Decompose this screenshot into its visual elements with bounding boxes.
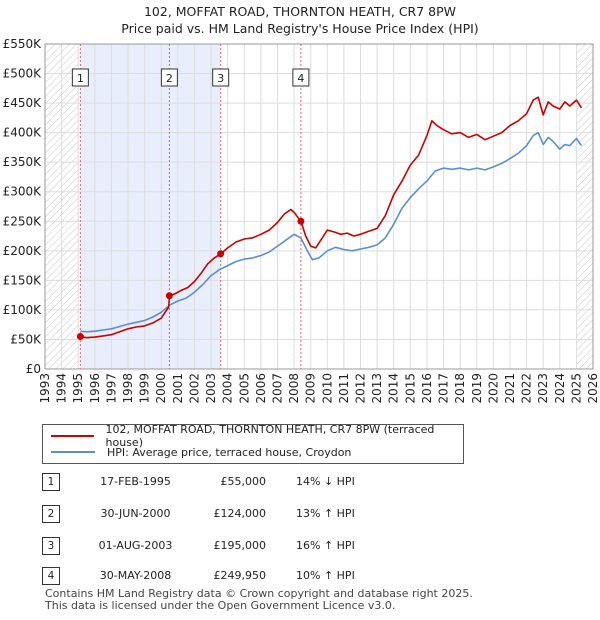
chart-subtitle: Price paid vs. HM Land Registry's House … — [121, 21, 479, 36]
x-tick-label: 2021 — [503, 373, 517, 404]
sale-hpi-diff: 10% ↑ HPI — [296, 569, 355, 582]
x-tick-label: 2018 — [453, 373, 467, 404]
legend-entry-price: 102, MOFFAT ROAD, THORNTON HEATH, CR7 8P… — [51, 423, 463, 449]
y-tick-label: £550K — [3, 37, 43, 51]
x-tick-label: 2009 — [304, 373, 318, 404]
sale-price: £249,950 — [213, 569, 267, 582]
sale-date: 30-JUN-2000 — [100, 507, 171, 520]
sale-date: 30-MAY-2008 — [99, 569, 172, 582]
y-tick-label: £250K — [3, 214, 43, 228]
chart-legend: 102, MOFFAT ROAD, THORNTON HEATH, CR7 8P… — [42, 423, 464, 464]
sale-point — [217, 250, 225, 258]
legend-swatch-price — [51, 435, 94, 437]
sale-badge-label: 2 — [166, 72, 173, 85]
x-tick-label: 2023 — [536, 373, 550, 404]
sale-number-badge: 4 — [42, 567, 60, 585]
y-tick-label: £150K — [3, 273, 43, 287]
x-tick-label: 2008 — [287, 373, 301, 404]
y-tick-label: £350K — [3, 155, 43, 169]
sale-row: 3 01-AUG-2003 £195,000 16% ↑ HPI — [42, 536, 442, 556]
sale-badge-box — [71, 68, 89, 87]
sale-price: £55,000 — [220, 475, 267, 488]
sale-badge-box — [160, 68, 178, 87]
sale-badge-label: 1 — [77, 72, 84, 85]
sale-badge-box — [292, 68, 310, 87]
sale-number-badge: 3 — [42, 537, 60, 555]
sale-hpi-diff: 13% ↑ HPI — [296, 507, 355, 520]
x-tick-label: 2000 — [154, 373, 168, 404]
sale-badge: 4 — [292, 68, 310, 87]
x-tick-label: 1997 — [104, 373, 118, 404]
legend-label-hpi: HPI: Average price, terraced house, Croy… — [107, 445, 352, 459]
hatched-region — [576, 44, 593, 369]
x-tick-label: 1996 — [88, 373, 102, 404]
plot-frame — [44, 43, 594, 370]
x-tick-label: 2022 — [520, 373, 534, 404]
chart-title: 102, MOFFAT ROAD, THORNTON HEATH, CR7 8P… — [143, 4, 457, 19]
y-tick-label: £300K — [3, 185, 43, 199]
sale-point — [76, 333, 84, 340]
x-tick-label: 1993 — [38, 373, 52, 404]
sale-date: 01-AUG-2003 — [98, 539, 173, 552]
y-tick-label: £100K — [3, 303, 43, 317]
x-tick-label: 2017 — [437, 373, 451, 404]
sale-row: 1 17-FEB-1995 £55,000 14% ↓ HPI — [42, 472, 442, 492]
footer-attribution: Contains HM Land Registry data © Crown c… — [45, 588, 473, 611]
sale-row: 4 30-MAY-2008 £249,950 10% ↑ HPI — [42, 566, 442, 586]
x-tick-label: 2003 — [204, 373, 218, 404]
sale-number-badge: 1 — [42, 473, 60, 491]
x-tick-label: 2013 — [370, 373, 384, 404]
x-tick-label: 2011 — [337, 373, 351, 404]
sale-point — [297, 217, 305, 225]
x-tick-label: 2015 — [403, 373, 417, 404]
sale-number-badge: 2 — [42, 505, 60, 523]
y-tick-label: £50K — [10, 332, 42, 346]
footer-line-2: This data is licensed under the Open Gov… — [45, 598, 396, 612]
price-chart: £0 £50K £100K £150K £200K £250K £300K £350K £400… — [3, 37, 600, 404]
x-tick-label: 2001 — [171, 373, 185, 404]
x-tick-label: 2024 — [553, 373, 567, 404]
sale-badge-label: 4 — [297, 72, 304, 85]
x-tick-label: 2014 — [387, 373, 401, 404]
x-tick-label: 2012 — [354, 373, 368, 404]
sale-hpi-diff: 14% ↓ HPI — [296, 475, 355, 488]
x-tick-label: 2019 — [470, 373, 484, 404]
x-tick-label: 2006 — [254, 373, 268, 404]
x-tick-label: 2007 — [270, 373, 284, 404]
shaded-region — [80, 44, 221, 369]
sale-price: £195,000 — [213, 539, 267, 552]
x-tick-label: 2002 — [187, 373, 201, 404]
sale-point — [165, 292, 173, 300]
sale-date: 17-FEB-1995 — [100, 475, 171, 488]
sale-badge: 1 — [71, 68, 89, 87]
legend-entry-hpi: HPI: Average price, terraced house, Croy… — [51, 445, 351, 459]
sale-badge-label: 3 — [217, 72, 224, 85]
y-tick-label: £200K — [3, 244, 43, 258]
x-tick-label: 2010 — [320, 373, 334, 404]
x-tick-label: 2004 — [221, 373, 235, 404]
y-tick-label: £450K — [3, 96, 43, 110]
x-tick-label: 1995 — [71, 373, 85, 404]
x-tick-label: 1999 — [138, 373, 152, 404]
y-tick-label: £500K — [3, 67, 43, 81]
sale-badge: 3 — [212, 68, 230, 87]
x-tick-label: 2016 — [420, 373, 434, 404]
sale-row: 2 30-JUN-2000 £124,000 13% ↑ HPI — [42, 504, 442, 524]
legend-swatch-hpi — [51, 451, 95, 453]
x-tick-label: 2026 — [586, 373, 600, 404]
footer-line-1: Contains HM Land Registry data © Crown c… — [45, 587, 473, 600]
x-tick-label: 2025 — [569, 373, 583, 404]
sale-badge: 2 — [160, 68, 178, 87]
x-tick-label: 2005 — [237, 373, 251, 404]
x-tick-label: 2020 — [486, 373, 500, 404]
x-tick-label: 1994 — [55, 373, 69, 404]
legend-label-price: 102, MOFFAT ROAD, THORNTON HEATH, CR7 8P… — [105, 423, 435, 449]
sale-price: £124,000 — [213, 507, 267, 520]
sale-hpi-diff: 16% ↑ HPI — [296, 539, 355, 552]
y-tick-label: £0 — [26, 362, 41, 376]
y-tick-label: £400K — [3, 126, 43, 140]
sale-badge-box — [212, 68, 230, 87]
x-tick-label: 1998 — [121, 373, 135, 404]
